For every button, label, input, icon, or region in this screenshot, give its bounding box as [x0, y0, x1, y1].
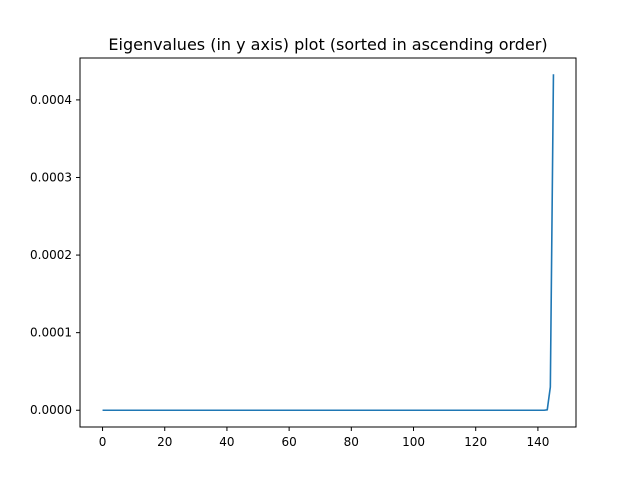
y-tick-label: 0.0003: [30, 170, 72, 184]
y-tick-label: 0.0004: [30, 93, 72, 107]
y-tick-label: 0.0002: [30, 248, 72, 262]
x-tick-label: 120: [464, 435, 487, 449]
x-tick-label: 140: [526, 435, 549, 449]
x-tick-label: 0: [99, 435, 107, 449]
chart-title: Eigenvalues (in y axis) plot (sorted in …: [108, 35, 547, 54]
eigenvalue-series-line: [102, 74, 555, 412]
x-tick-label: 60: [281, 435, 296, 449]
x-tick-label: 40: [219, 435, 234, 449]
axes-frame: [79, 57, 577, 428]
plot-area: [102, 74, 555, 412]
x-axis: 0 20 40 60 80 100 120 140: [99, 427, 549, 449]
y-tick-label: 0.0001: [30, 326, 72, 340]
y-axis: 0.0000 0.0001 0.0002 0.0003 0.0004: [30, 93, 80, 417]
x-tick-label: 20: [157, 435, 172, 449]
x-tick-label: 80: [344, 435, 359, 449]
x-tick-label: 100: [402, 435, 425, 449]
y-tick-label: 0.0000: [30, 403, 72, 417]
